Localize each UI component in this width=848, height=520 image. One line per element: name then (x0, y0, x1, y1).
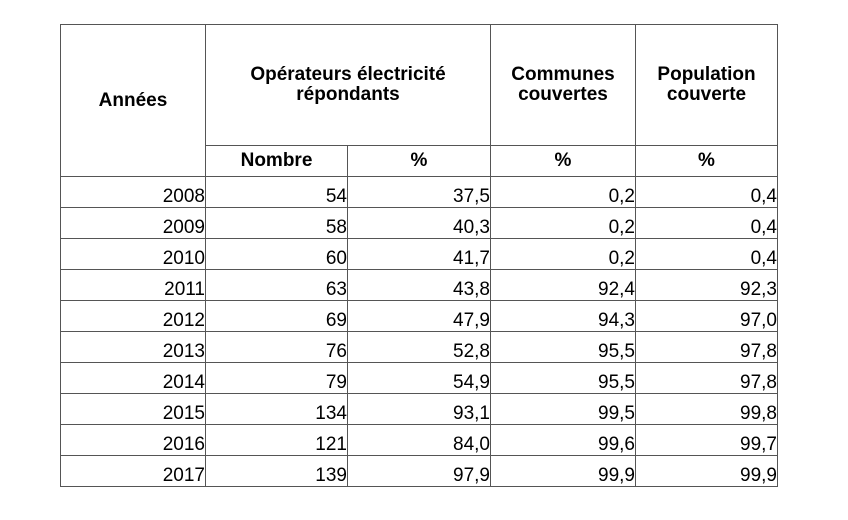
cell-year: 2010 (60, 238, 206, 270)
cell-operators-pct: 41,7 (347, 238, 491, 270)
cell-nombre: 69 (205, 300, 348, 332)
table-row: 2015 134 93,1 99,5 99,8 (60, 393, 778, 425)
cell-year: 2015 (60, 393, 206, 425)
cell-population-pct: 92,3 (635, 269, 778, 301)
cell-population-pct: 99,8 (635, 393, 778, 425)
header-years-label: Années (98, 89, 168, 111)
cell-year: 2016 (60, 424, 206, 456)
header-row: Années Opérateurs électricité répondants… (60, 24, 778, 177)
cell-nombre: 139 (205, 455, 348, 487)
subheader-row: Nombre % % % (61, 145, 778, 177)
cell-nombre: 134 (205, 393, 348, 425)
cell-year: 2013 (60, 331, 206, 363)
cell-year: 2012 (60, 300, 206, 332)
table-row: 2014 79 54,9 95,5 97,8 (60, 362, 778, 394)
table-head: Années Opérateurs électricité répondants… (60, 24, 778, 177)
cell-operators-pct: 37,5 (347, 176, 491, 208)
table-row: 2010 60 41,7 0,2 0,4 (60, 238, 778, 270)
cell-year: 2017 (60, 455, 206, 487)
cell-operators-pct: 97,9 (347, 455, 491, 487)
cell-nombre: 121 (205, 424, 348, 456)
cell-communes-pct: 0,2 (490, 207, 636, 239)
table-row: 2009 58 40,3 0,2 0,4 (60, 207, 778, 239)
data-table: Années Opérateurs électricité répondants… (60, 24, 778, 487)
cell-year: 2011 (60, 269, 206, 301)
cell-population-pct: 0,4 (635, 238, 778, 270)
table-row: 2011 63 43,8 92,4 92,3 (60, 269, 778, 301)
cell-operators-pct: 84,0 (347, 424, 491, 456)
cell-operators-pct: 93,1 (347, 393, 491, 425)
cell-population-pct: 97,8 (635, 331, 778, 363)
cell-communes-pct: 0,2 (490, 238, 636, 270)
cell-operators-pct: 47,9 (347, 300, 491, 332)
table-row: 2008 54 37,5 0,2 0,4 (60, 176, 778, 208)
cell-population-pct: 0,4 (635, 207, 778, 239)
cell-population-pct: 0,4 (635, 176, 778, 208)
header-communes: Communes couvertes (490, 24, 636, 146)
cell-year: 2014 (60, 362, 206, 394)
cell-communes-pct: 95,5 (490, 362, 636, 394)
cell-population-pct: 99,7 (635, 424, 778, 456)
cell-operators-pct: 43,8 (347, 269, 491, 301)
cell-operators-pct: 52,8 (347, 331, 491, 363)
header-population: Population couverte (635, 24, 778, 146)
header-population-label: Population couverte (657, 64, 756, 105)
cell-communes-pct: 0,2 (490, 176, 636, 208)
cell-nombre: 76 (205, 331, 348, 363)
cell-communes-pct: 95,5 (490, 331, 636, 363)
cell-population-pct: 97,8 (635, 362, 778, 394)
subheader-operators-pct: % (347, 145, 491, 177)
cell-operators-pct: 54,9 (347, 362, 491, 394)
table-row: 2017 139 97,9 99,9 99,9 (60, 455, 778, 487)
subheader-nombre: Nombre (205, 145, 348, 177)
table-row: 2013 76 52,8 95,5 97,8 (60, 331, 778, 363)
cell-nombre: 79 (205, 362, 348, 394)
cell-communes-pct: 99,6 (490, 424, 636, 456)
header-communes-label: Communes couvertes (511, 64, 615, 105)
cell-population-pct: 97,0 (635, 300, 778, 332)
table-row: 2016 121 84,0 99,6 99,7 (60, 424, 778, 456)
cell-communes-pct: 99,9 (490, 455, 636, 487)
cell-communes-pct: 99,5 (490, 393, 636, 425)
header-operators-label: Opérateurs électricité répondants (250, 64, 446, 105)
header-operators: Opérateurs électricité répondants (205, 24, 491, 146)
table-row: 2012 69 47,9 94,3 97,0 (60, 300, 778, 332)
cell-communes-pct: 92,4 (490, 269, 636, 301)
table-body: 2008 54 37,5 0,2 0,4 2009 58 40,3 0,2 0,… (60, 176, 778, 487)
cell-nombre: 63 (205, 269, 348, 301)
cell-nombre: 60 (205, 238, 348, 270)
subheader-population-pct: % (635, 145, 778, 177)
cell-operators-pct: 40,3 (347, 207, 491, 239)
cell-nombre: 58 (205, 207, 348, 239)
cell-year: 2008 (60, 176, 206, 208)
header-years: Années (60, 24, 206, 177)
cell-nombre: 54 (205, 176, 348, 208)
cell-year: 2009 (60, 207, 206, 239)
cell-population-pct: 99,9 (635, 455, 778, 487)
subheader-communes-pct: % (490, 145, 636, 177)
cell-communes-pct: 94,3 (490, 300, 636, 332)
